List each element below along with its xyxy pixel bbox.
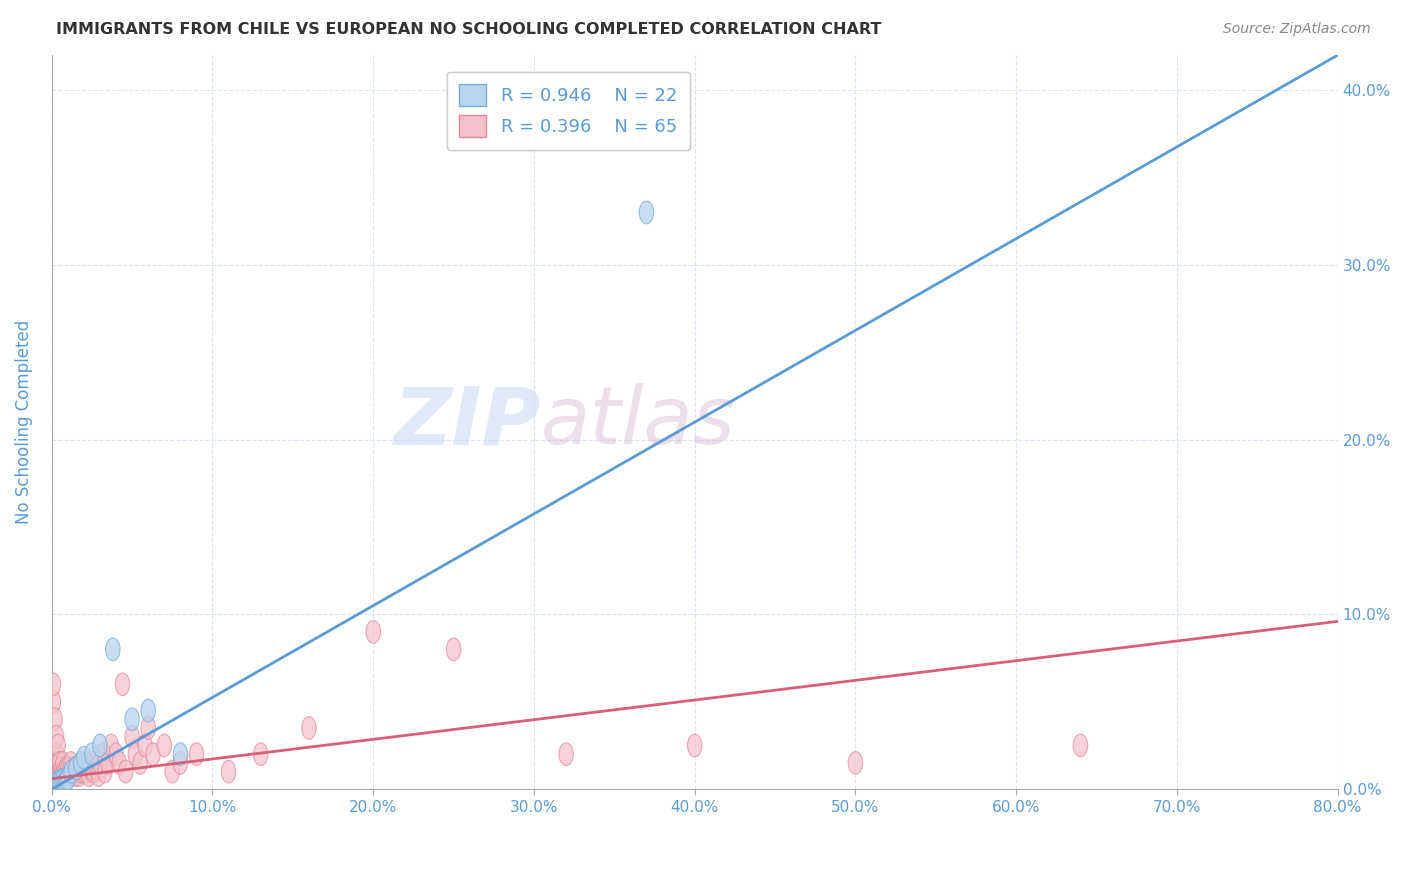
Ellipse shape [51,734,66,756]
Text: atlas: atlas [540,384,735,461]
Ellipse shape [46,690,60,713]
Ellipse shape [63,752,79,774]
Ellipse shape [96,743,111,765]
Ellipse shape [52,771,67,794]
Ellipse shape [253,743,269,765]
Ellipse shape [48,772,62,796]
Ellipse shape [56,769,70,792]
Ellipse shape [55,756,69,780]
Ellipse shape [141,699,156,722]
Ellipse shape [77,747,91,769]
Text: Source: ZipAtlas.com: Source: ZipAtlas.com [1223,22,1371,37]
Ellipse shape [51,752,66,774]
Ellipse shape [73,752,89,774]
Ellipse shape [67,756,82,780]
Ellipse shape [125,725,139,748]
Ellipse shape [69,764,83,787]
Ellipse shape [46,776,60,798]
Ellipse shape [70,760,84,783]
Ellipse shape [60,767,75,790]
Ellipse shape [848,752,863,774]
Ellipse shape [86,760,101,783]
Ellipse shape [91,764,105,787]
Ellipse shape [141,716,156,739]
Ellipse shape [66,760,80,783]
Ellipse shape [101,752,115,774]
Ellipse shape [165,760,180,783]
Ellipse shape [46,673,60,696]
Ellipse shape [688,734,702,756]
Ellipse shape [63,764,79,787]
Ellipse shape [82,764,96,787]
Ellipse shape [49,743,63,765]
Ellipse shape [90,756,104,780]
Ellipse shape [49,772,63,796]
Ellipse shape [52,760,67,783]
Ellipse shape [59,756,73,780]
Ellipse shape [52,752,67,774]
Ellipse shape [60,756,75,780]
Text: ZIP: ZIP [394,384,540,461]
Ellipse shape [302,716,316,739]
Ellipse shape [55,764,69,787]
Ellipse shape [115,673,129,696]
Ellipse shape [79,752,93,774]
Ellipse shape [73,760,89,783]
Ellipse shape [112,752,127,774]
Ellipse shape [60,764,75,787]
Ellipse shape [84,752,100,774]
Ellipse shape [157,734,172,756]
Ellipse shape [55,769,69,792]
Ellipse shape [48,774,62,797]
Ellipse shape [640,201,654,224]
Ellipse shape [83,756,97,780]
Ellipse shape [63,760,79,783]
Y-axis label: No Schooling Completed: No Schooling Completed [15,320,32,524]
Ellipse shape [173,752,187,774]
Ellipse shape [366,621,381,643]
Ellipse shape [75,756,90,780]
Ellipse shape [134,752,148,774]
Ellipse shape [84,743,100,765]
Ellipse shape [97,760,112,783]
Ellipse shape [221,760,236,783]
Ellipse shape [69,756,83,780]
Ellipse shape [59,769,73,792]
Ellipse shape [190,743,204,765]
Ellipse shape [93,734,107,756]
Ellipse shape [118,760,134,783]
Ellipse shape [56,752,70,774]
Ellipse shape [125,708,139,731]
Ellipse shape [69,756,83,780]
Ellipse shape [104,734,118,756]
Ellipse shape [72,764,86,787]
Ellipse shape [146,743,160,765]
Text: IMMIGRANTS FROM CHILE VS EUROPEAN NO SCHOOLING COMPLETED CORRELATION CHART: IMMIGRANTS FROM CHILE VS EUROPEAN NO SCH… [56,22,882,37]
Ellipse shape [51,771,66,794]
Ellipse shape [128,743,142,765]
Ellipse shape [108,743,124,765]
Ellipse shape [77,760,91,783]
Ellipse shape [1073,734,1088,756]
Ellipse shape [558,743,574,765]
Legend: R = 0.946    N = 22, R = 0.396    N = 65: R = 0.946 N = 22, R = 0.396 N = 65 [447,71,690,150]
Ellipse shape [62,760,77,783]
Ellipse shape [105,638,120,661]
Ellipse shape [48,708,62,731]
Ellipse shape [173,743,187,765]
Ellipse shape [58,771,72,794]
Ellipse shape [49,725,63,748]
Ellipse shape [446,638,461,661]
Ellipse shape [138,734,152,756]
Ellipse shape [80,760,94,783]
Ellipse shape [58,760,72,783]
Ellipse shape [93,752,107,774]
Ellipse shape [56,760,70,783]
